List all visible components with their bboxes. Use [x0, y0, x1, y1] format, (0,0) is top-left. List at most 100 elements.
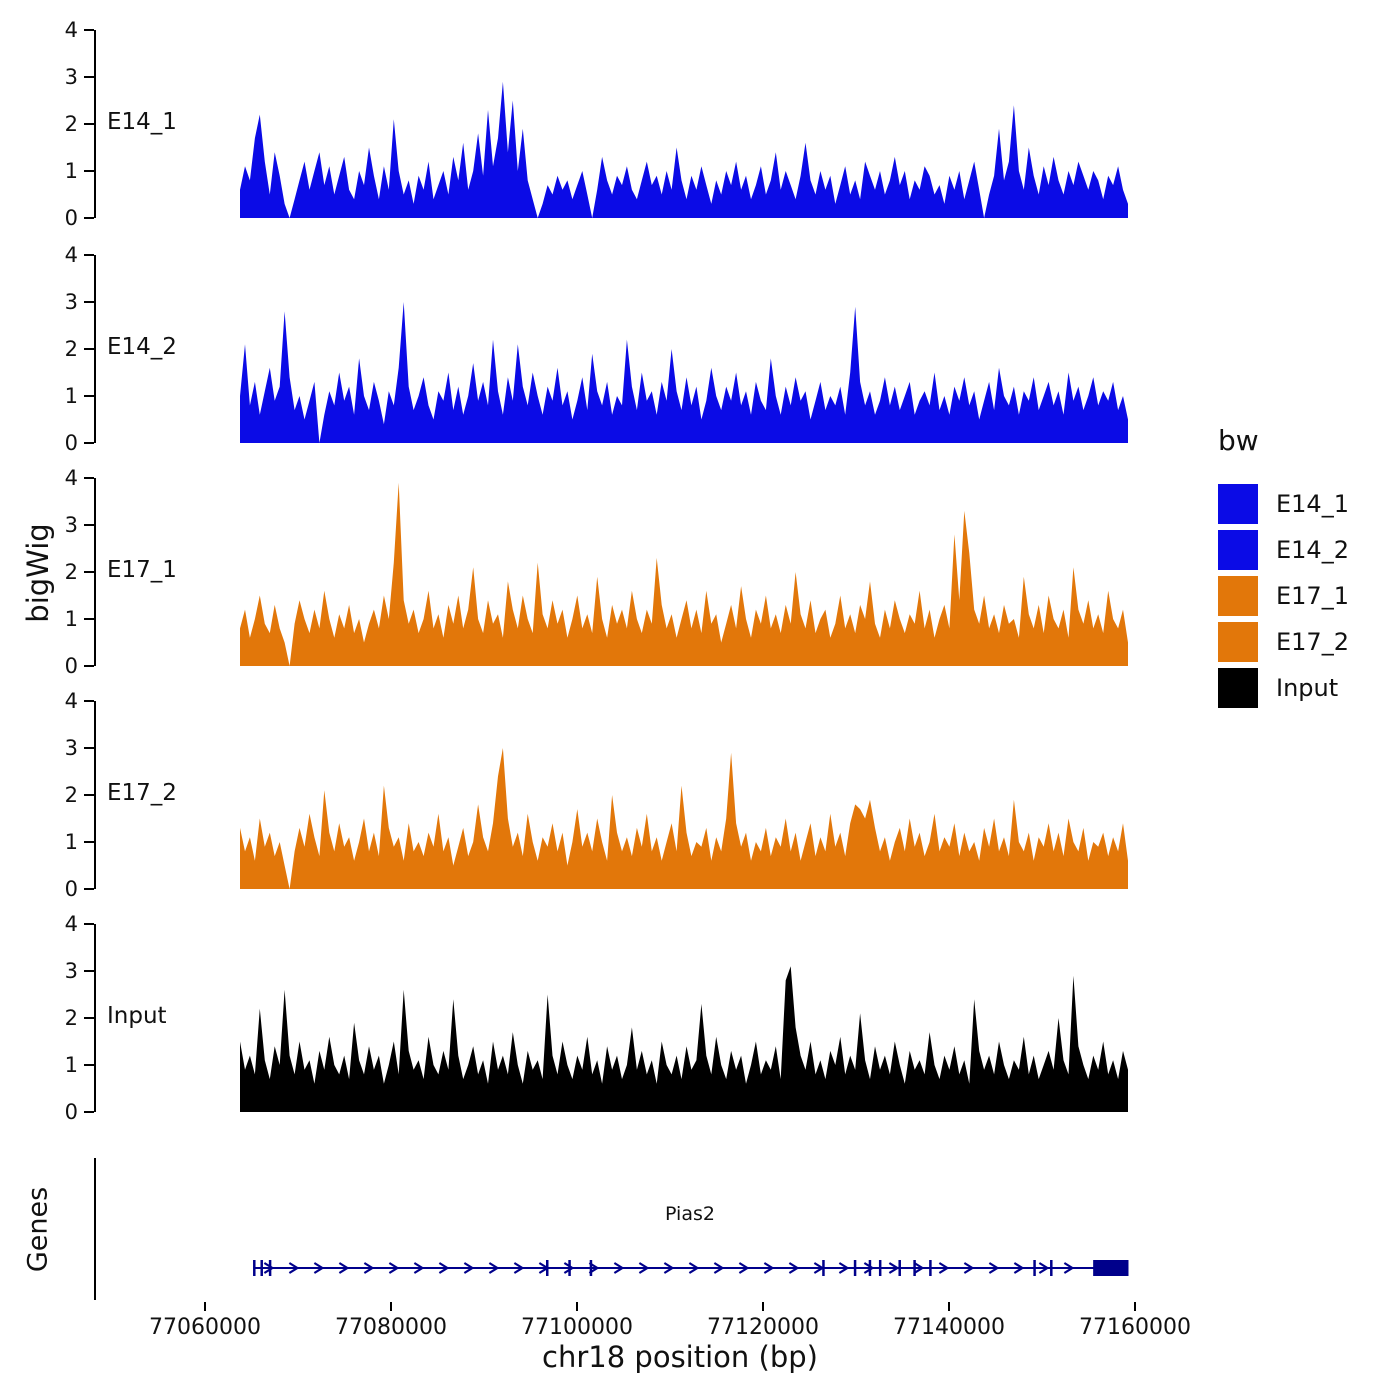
y-tick [84, 700, 94, 702]
y-axis-line [94, 701, 96, 889]
track-label-Input: Input [107, 1003, 167, 1029]
signal-panel-E17_1: 4 3 2 1 0 E17_1 [0, 466, 1400, 678]
y-tick [84, 618, 94, 620]
y-tick-label: 2 [64, 112, 78, 136]
y-axis-line [94, 478, 96, 666]
strand-arrow-icon [488, 1262, 500, 1274]
y-tick-label: 2 [64, 783, 78, 807]
legend-key-E17_2 [1218, 622, 1258, 662]
y-tick-label: 4 [64, 18, 78, 42]
strand-arrow-icon [563, 1262, 575, 1274]
y-tick-label: 0 [64, 206, 78, 230]
track-label-E14_2: E14_2 [107, 334, 177, 360]
y-tick-label: 1 [64, 607, 78, 631]
y-tick [84, 1017, 94, 1019]
strand-arrow-icon [1063, 1262, 1075, 1274]
signal-panel-E17_2: 4 3 2 1 0 E17_2 [0, 689, 1400, 901]
legend-item-E14_1: E14_1 [1218, 481, 1349, 527]
strand-arrow-icon [963, 1262, 975, 1274]
y-tick [84, 970, 94, 972]
y-tick-label: 2 [64, 560, 78, 584]
x-tick [948, 1302, 950, 1311]
legend-key-E17_1 [1218, 576, 1258, 616]
strand-arrow-icon [438, 1262, 450, 1274]
legend-title: bw [1218, 424, 1259, 457]
strand-arrow-icon [638, 1262, 650, 1274]
track-label-E17_2: E17_2 [107, 780, 177, 806]
y-tick-label: 3 [64, 290, 78, 314]
signal-area-E14_1 [240, 81, 1128, 218]
legend-label-E14_2: E14_2 [1276, 536, 1349, 564]
strand-arrow-icon [313, 1262, 325, 1274]
y-tick-label: 1 [64, 159, 78, 183]
strand-arrow-icon [413, 1262, 425, 1274]
strand-arrow-icon [663, 1262, 675, 1274]
y-tick [84, 747, 94, 749]
y-tick-label: 4 [64, 689, 78, 713]
y-tick [84, 571, 94, 573]
y-tick [84, 442, 94, 444]
y-tick-label: 4 [64, 243, 78, 267]
legend: bw E14_1 E14_2 E17_1 E17_2 Input [1218, 424, 1349, 711]
y-tick-label: 3 [64, 513, 78, 537]
x-tick-label: 77100000 [521, 1315, 633, 1340]
y-tick [84, 76, 94, 78]
signal-panel-E14_1: 4 3 2 1 0 E14_1 [0, 18, 1400, 230]
y-tick [84, 888, 94, 890]
y-tick-label: 0 [64, 431, 78, 455]
strand-arrow-icon [688, 1262, 700, 1274]
x-tick [762, 1302, 764, 1311]
legend-label-Input: Input [1276, 674, 1339, 702]
legend-label-E14_1: E14_1 [1276, 490, 1349, 518]
y-tick [84, 301, 94, 303]
y-tick-label: 2 [64, 337, 78, 361]
y-tick-label: 3 [64, 959, 78, 983]
y-tick [84, 348, 94, 350]
x-tick-label: 77140000 [893, 1315, 1005, 1340]
y-tick-label: 0 [64, 1100, 78, 1124]
signal-area-E17_1 [240, 482, 1128, 666]
y-tick-label: 4 [64, 912, 78, 936]
strand-arrow-icon [388, 1262, 400, 1274]
y-tick-label: 1 [64, 1053, 78, 1077]
y-tick [84, 217, 94, 219]
strand-arrow-icon [838, 1262, 850, 1274]
strand-arrow-icon [1013, 1262, 1025, 1274]
strand-arrow-icon [913, 1262, 925, 1274]
y-tick [84, 665, 94, 667]
y-axis-line [94, 924, 96, 1112]
x-tick [204, 1302, 206, 1311]
x-tick-label: 77160000 [1079, 1315, 1191, 1340]
legend-key-E14_2 [1218, 530, 1258, 570]
signal-area-E14_2 [240, 302, 1128, 443]
signal-area-E17_2 [240, 748, 1128, 889]
y-tick-label: 0 [64, 877, 78, 901]
strand-arrow-icon [613, 1262, 625, 1274]
legend-items: E14_1 E14_2 E17_1 E17_2 Input [1218, 481, 1349, 711]
y-tick [84, 395, 94, 397]
strand-arrow-icon [863, 1262, 875, 1274]
y-tick-label: 1 [64, 830, 78, 854]
track-label-E14_1: E14_1 [107, 109, 177, 135]
signal-panel-Input: 4 3 2 1 0 Input [0, 912, 1400, 1124]
y-tick [84, 477, 94, 479]
x-tick-label: 77120000 [707, 1315, 819, 1340]
strand-arrow-icon [363, 1262, 375, 1274]
y-tick-label: 3 [64, 736, 78, 760]
y-tick-label: 2 [64, 1006, 78, 1030]
y-tick [84, 123, 94, 125]
signal-panel-E14_2: 4 3 2 1 0 E14_2 [0, 243, 1400, 455]
y-tick-label: 0 [64, 654, 78, 678]
strand-arrow-icon [463, 1262, 475, 1274]
legend-key-Input [1218, 668, 1258, 708]
y-tick [84, 841, 94, 843]
strand-arrow-icon [938, 1262, 950, 1274]
y-tick [84, 170, 94, 172]
legend-item-E17_1: E17_1 [1218, 573, 1349, 619]
y-axis-line [94, 255, 96, 443]
strand-arrow-icon [338, 1262, 350, 1274]
y-tick [84, 524, 94, 526]
terminal-exon-block [1093, 1260, 1129, 1276]
x-tick-label: 77060000 [149, 1315, 261, 1340]
